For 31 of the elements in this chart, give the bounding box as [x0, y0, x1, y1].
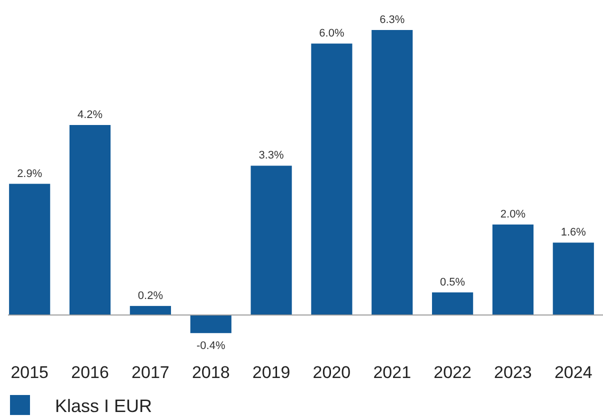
bar: [9, 184, 50, 315]
bar: [250, 166, 292, 315]
data-label: 0.5%: [440, 276, 466, 288]
x-tick-label: 2021: [373, 363, 412, 382]
data-label: 2.9%: [17, 168, 42, 180]
bar: [130, 306, 171, 315]
bar: [372, 30, 413, 315]
data-label: -0.4%: [196, 340, 226, 352]
x-tick-label: 2015: [10, 363, 49, 382]
data-label: 3.3%: [258, 150, 284, 162]
bar: [492, 224, 534, 315]
data-label: 1.6%: [560, 226, 586, 239]
data-label: 6.3%: [380, 14, 405, 26]
bar: [432, 292, 474, 315]
x-tick-label: 2018: [192, 363, 230, 382]
bar: [69, 125, 111, 315]
x-tick-label: 2019: [252, 363, 290, 382]
bar: [552, 242, 594, 315]
bar: [190, 315, 232, 334]
x-tick-label: 2016: [71, 363, 109, 382]
bar: [311, 44, 352, 315]
x-tick-label: 2023: [494, 363, 532, 382]
data-label: 2.0%: [500, 208, 526, 221]
legend-label: Klass I EUR: [55, 396, 152, 416]
data-label: 0.2%: [138, 290, 164, 302]
data-label: 6.0%: [319, 28, 344, 40]
x-tick-label: 2024: [554, 363, 592, 382]
x-tick-label: 2022: [434, 363, 472, 382]
data-label: 4.2%: [77, 109, 103, 121]
x-tick-label: 2020: [312, 363, 351, 382]
x-tick-label: 2017: [132, 363, 170, 382]
